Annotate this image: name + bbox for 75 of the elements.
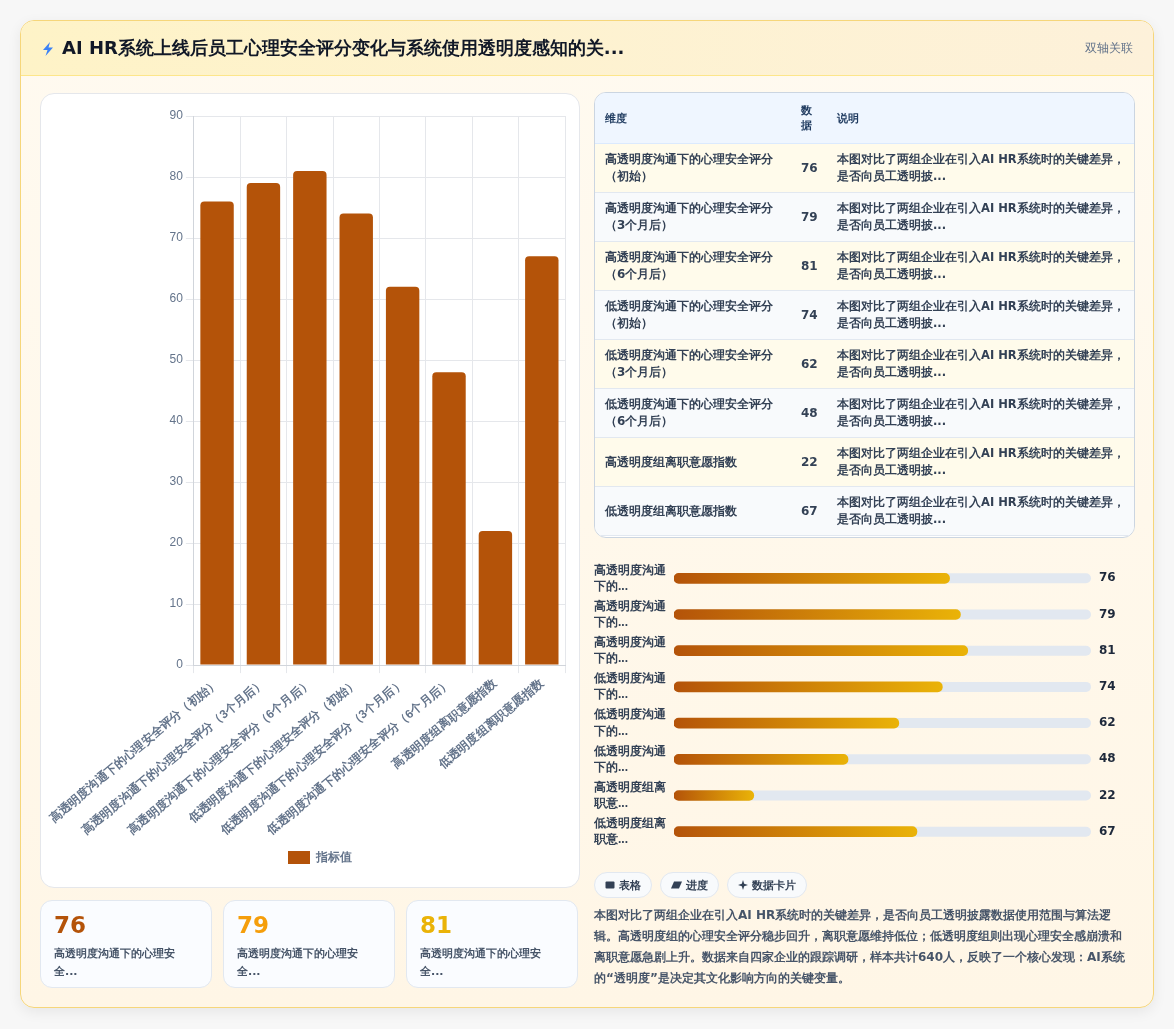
text: 本图对比了两组企业在引入AI HR系统时的关键差异，是否向员工透明披... (827, 143, 1134, 193)
data-label: 67 (1099, 823, 1116, 838)
data-label: 79 (237, 911, 270, 939)
data-label: 48 (1099, 751, 1116, 766)
data-label: 74 (1099, 679, 1116, 694)
category-label: 高透明度组离职意愿指数 (595, 437, 791, 487)
y-tick-label: 高透明度沟通下的... (593, 562, 667, 593)
category-label: 低透明度沟通下的心理安全评分（3个月后） (595, 339, 791, 389)
data-label: 79 (1099, 606, 1116, 621)
chart-title: AI HR系统上线后员工心理安全评分变化与系统使用透明度感知的关... (62, 37, 625, 59)
category-label: 低透明度沟通下的心理安全评分（6个月后） (595, 388, 791, 438)
category-label: 低透明度组离职意愿指数 (595, 486, 791, 536)
y-tick-label: 10 (169, 596, 184, 611)
bar (674, 790, 755, 801)
legend-label: 指标值 (315, 849, 352, 864)
text: 维度 (595, 93, 791, 144)
category-label: 高透明度沟通下的心理安全... (237, 946, 359, 980)
y-tick-label: 60 (169, 291, 184, 306)
data-label: 67 (791, 486, 827, 536)
data-label: 48 (791, 388, 827, 438)
bar (432, 372, 466, 665)
bar (339, 213, 373, 665)
text: 本图对比了两组企业在引入AI HR系统时的关键差异，是否向员工透明披... (827, 339, 1134, 389)
y-tick-label: 80 (169, 169, 184, 184)
data-label: 76 (1099, 570, 1116, 585)
data-label: 76 (791, 143, 827, 193)
data-label: 22 (791, 437, 827, 487)
text: 本图对比了两组企业在引入AI HR系统时的关键差异，是否向员工透明披... (827, 437, 1134, 487)
y-tick-label: 高透明度沟通下的... (593, 598, 667, 629)
category-label: 低透明度沟通下的心理安全评分（初始） (595, 290, 791, 340)
text: 本图对比了两组企业在引入AI HR系统时的关键差异，是否向员工透明披... (827, 192, 1134, 242)
text: 说明 (827, 93, 1134, 144)
text: 表格 (619, 877, 641, 893)
category-label: 高透明度沟通下的心理安全... (420, 946, 542, 980)
y-tick-label: 70 (169, 230, 184, 245)
text: 本图对比了两组企业在引入AI HR系统时的关键差异，是否向员工透明披... (827, 241, 1134, 291)
text: 双轴关联 (1085, 40, 1133, 56)
y-tick-label: 90 (169, 108, 184, 123)
category-label: 高透明度沟通下的心理安全... (54, 946, 176, 980)
y-tick-label: 低透明度组离职意... (593, 815, 666, 847)
bar (525, 256, 559, 665)
y-tick-label: 低透明度沟通下的... (593, 743, 667, 774)
text: 本图对比了两组企业在引入AI HR系统时的关键差异，是否向员工透明披... (827, 486, 1134, 536)
y-tick-label: 50 (169, 352, 184, 367)
bar (385, 286, 420, 665)
text: 数据卡片 (752, 877, 796, 893)
y-tick-label: 30 (169, 474, 184, 489)
text: 本图对比了两组企业在引入AI HR系统时的关键差异，是否向员工透明披露数据使用范围与算法逻辑。高透明度组的心理安全评分稳步回升，离职意愿维持低位；低透明度组则出现心理安全感崩溃和离职意愿急剧上升。数据来自四家企业的跟踪调研，样本共计640人，反映了一个核心发现：AI系统的“透明度”是决定其文化影响方向的关键变量。 (594, 907, 1126, 987)
data-label: 76 (54, 911, 87, 939)
text: 本图对比了两组企业在引入AI HR系统时的关键差异，是否向员工透明披... (827, 388, 1134, 438)
data-label: 62 (1099, 715, 1116, 730)
category-label: 高透明度沟通下的心理安全评分（初始） (595, 143, 791, 193)
text: 数据 (791, 93, 827, 144)
bar (293, 170, 327, 665)
data-label: 62 (791, 339, 827, 389)
data-label: 22 (1099, 787, 1116, 802)
data-label: 79 (791, 192, 827, 242)
text: 本图对比了两组企业在引入AI HR系统时的关键差异，是否向员工透明披... (827, 290, 1134, 340)
data-label: 81 (1099, 642, 1116, 657)
y-tick-label: 0 (176, 657, 184, 672)
y-tick-label: 低透明度沟通下的... (593, 707, 667, 738)
y-tick-label: 高透明度组离职意... (593, 779, 666, 810)
category-label: 高透明度沟通下的心理安全评分（3个月后） (595, 192, 791, 242)
text: 进度 (686, 877, 708, 893)
y-tick-label: 高透明度沟通下的... (593, 634, 667, 666)
bar (478, 530, 513, 665)
bar (200, 201, 234, 665)
y-tick-label: 20 (169, 535, 184, 550)
y-tick-label: 低透明度沟通下的... (593, 671, 667, 702)
data-label: 81 (420, 911, 453, 939)
bar (246, 183, 281, 665)
data-label: 81 (791, 241, 827, 291)
y-tick-label: 40 (169, 413, 184, 428)
category-label: 高透明度沟通下的心理安全评分（6个月后） (595, 241, 791, 291)
data-label: 74 (791, 290, 827, 340)
